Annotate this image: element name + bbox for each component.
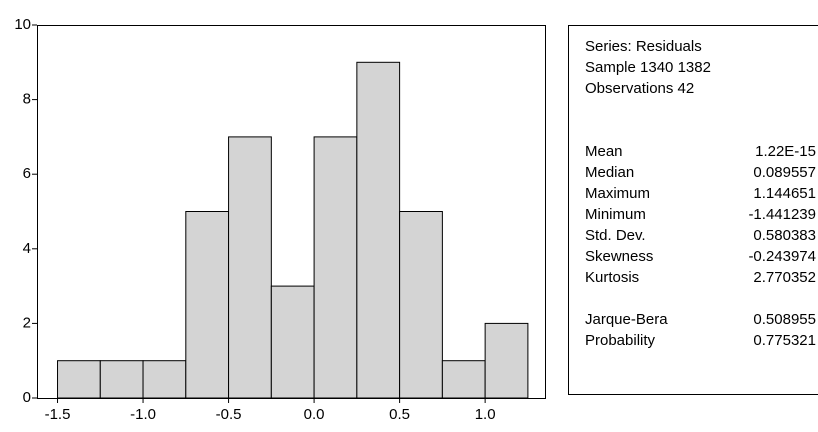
stats-value: 0.580383 [753,227,816,244]
plot-frame [37,25,546,399]
stats-label: Maximum [585,185,650,202]
bar [441,360,486,399]
stats-value: -0.243974 [748,248,816,265]
x-tick-label: 0.5 [389,406,410,423]
stats-label: Minimum [585,206,646,223]
bar [57,360,101,399]
stats-label: Probability [585,332,656,349]
stats-value: -1.441239 [748,206,816,223]
x-tick-label: -1.0 [130,406,156,423]
bar [484,322,529,399]
bar [356,61,401,399]
stats-label: Skewness [585,248,653,265]
x-tick-label: -1.5 [45,406,71,423]
stats-value: 2.770352 [753,269,816,286]
stats-value: 1.144651 [753,185,816,202]
stats-box [568,25,818,395]
stats-header: Series: Residuals [585,38,702,55]
bar [228,136,272,399]
stats-label: Kurtosis [585,269,639,286]
stats-value: 0.508955 [753,311,816,328]
y-tick-label: 0 [23,389,31,406]
bar [313,136,358,399]
stats-label: Median [585,164,634,181]
y-tick-label: 6 [23,165,31,182]
y-tick-label: 10 [14,16,31,33]
stats-value: 0.089557 [753,164,816,181]
bar [270,285,315,399]
stats-label: Jarque-Bera [585,311,668,328]
x-tick-label: 0.0 [304,406,325,423]
stats-header: Sample 1340 1382 [585,59,711,76]
bar [142,360,187,399]
stats-value: 1.22E-15 [755,143,816,160]
bar [99,360,144,399]
x-tick-label: -0.5 [216,406,242,423]
x-tick-label: 1.0 [475,406,496,423]
stats-label: Std. Dev. [585,227,646,244]
bar [185,211,230,399]
y-tick-label: 2 [23,314,31,331]
bar [399,211,443,399]
y-tick-label: 4 [23,240,31,257]
y-tick-label: 8 [23,91,31,108]
stats-label: Mean [585,143,623,160]
stats-header: Observations 42 [585,80,694,97]
stats-value: 0.775321 [753,332,816,349]
